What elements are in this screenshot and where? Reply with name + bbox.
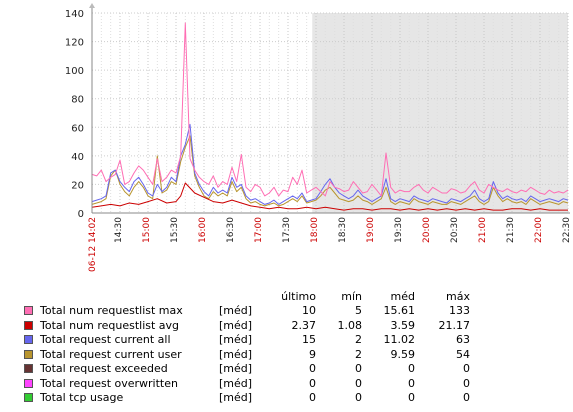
legend-value-max: 21.17	[438, 318, 471, 332]
legend-value-min: 5	[355, 304, 362, 317]
legend-header: último mín méd máx	[0, 290, 573, 304]
legend-func: [méd]	[219, 391, 253, 404]
legend-value-avg: 15.61	[383, 304, 416, 317]
legend-row: Total request overwritten [méd] 0 0 0 0	[0, 377, 573, 391]
x-tick-label: 17:00	[254, 217, 264, 243]
x-tick-label: 19:30	[394, 217, 404, 243]
legend-row: Total request exceeded [méd] 0 0 0 0	[0, 362, 573, 376]
x-tick-label: 18:30	[338, 217, 348, 243]
header-max: máx	[446, 290, 470, 303]
x-tick-labels: 06-12 14:02 14:30 15:00 15:30 16:00 16:30 17:0…	[88, 217, 572, 272]
legend-row: Total request current all [méd] 15 2 11.02 63	[0, 333, 573, 347]
x-tick-label: 21:30	[506, 217, 516, 243]
legend-value-avg: 0	[408, 362, 415, 375]
x-tick-label: 16:00	[198, 217, 208, 243]
legend-swatch	[24, 320, 33, 330]
header-min: mín	[341, 290, 362, 303]
header-avg: méd	[390, 290, 415, 303]
legend-func: [méd]	[219, 304, 253, 317]
series-line	[91, 135, 569, 207]
legend-series-name: Total tcp usage	[40, 391, 124, 404]
legend-func: [méd]	[219, 318, 253, 332]
legend-func: [méd]	[219, 362, 253, 375]
legend-value-last: 9	[309, 347, 316, 361]
y-tick-label: 80	[71, 95, 84, 106]
legend-swatch	[24, 378, 33, 388]
legend-value-min: 0	[355, 362, 362, 375]
legend-value-max: 0	[463, 376, 470, 390]
legend-swatch	[24, 306, 33, 315]
legend-func: [méd]	[219, 333, 253, 346]
legend-value-avg: 0	[408, 376, 415, 390]
legend-swatch	[24, 349, 33, 359]
legend-value-max: 63	[456, 333, 470, 346]
shaded-period	[312, 13, 568, 213]
x-tick-label: 21:00	[478, 217, 488, 243]
legend-series-name: Total request current all	[40, 333, 171, 346]
y-tick-label: 0	[78, 209, 84, 220]
legend-func: [méd]	[219, 347, 253, 361]
x-tick-label: 15:30	[170, 217, 180, 243]
legend-series-name: Total request overwritten	[40, 376, 178, 390]
header-last: último	[281, 290, 316, 303]
legend-value-max: 133	[449, 304, 470, 317]
legend-value-min: 0	[355, 391, 362, 404]
legend-swatch	[24, 393, 33, 402]
legend-value-avg: 3.59	[390, 318, 416, 332]
legend-value-max: 0	[463, 362, 470, 375]
legend-value-last: 15	[302, 333, 316, 346]
x-tick-label: 06-12 14:02	[88, 217, 98, 272]
y-axis-arrow	[89, 3, 95, 8]
x-tick-label: 22:00	[534, 217, 544, 243]
axes	[89, 3, 570, 214]
series-line	[91, 22, 569, 197]
x-tick-label: 20:00	[422, 217, 432, 243]
legend-row: Total num requestlist avg [méd] 2.37 1.08 3.…	[0, 319, 573, 333]
x-tick-label: 17:30	[282, 217, 292, 243]
y-tick-label: 40	[71, 152, 84, 163]
series-line	[91, 182, 568, 211]
legend-value-min: 0	[355, 376, 362, 390]
legend-value-last: 0	[309, 362, 316, 375]
y-tick-label: 60	[71, 123, 84, 134]
legend-value-min: 2	[355, 333, 362, 346]
legend-value-last: 10	[302, 304, 316, 317]
y-tick-label: 140	[65, 9, 84, 20]
x-tick-label: 22:30	[562, 217, 572, 243]
legend-series-name: Total num requestlist max	[40, 304, 183, 317]
legend-series-name: Total request current user	[40, 347, 182, 361]
legend-value-last: 2.37	[291, 318, 317, 332]
legend-value-min: 2	[355, 347, 362, 361]
legend-series-name: Total request exceeded	[40, 362, 168, 375]
legend-value-avg: 0	[408, 391, 415, 404]
legend-row: Total num requestlist max [méd] 10 5 15.61 13…	[0, 304, 573, 318]
x-tick-label: 14:30	[114, 217, 124, 243]
legend-series-name: Total num requestlist avg	[40, 318, 180, 332]
graph-chart: 0 20 40 60 80 100 120 140 06-12 14:02 14:30 15:00…	[65, 3, 572, 272]
legend-swatch	[24, 335, 33, 344]
legend-func: [méd]	[219, 376, 253, 390]
series-line	[91, 123, 569, 205]
legend-value-max: 54	[456, 347, 470, 361]
legend-row: Total tcp usage [méd] 0 0 0 0	[0, 391, 573, 405]
legend-value-min: 1.08	[337, 318, 363, 332]
x-tick-label: 19:00	[366, 217, 376, 243]
legend-value-last: 0	[309, 391, 316, 404]
legend-row: Total request current user [méd] 9 2 9.59 54	[0, 348, 573, 362]
grid	[92, 12, 569, 213]
x-tick-label: 15:00	[142, 217, 152, 243]
y-tick-label: 100	[65, 66, 84, 77]
plot-background	[92, 13, 568, 213]
legend-value-last: 0	[309, 376, 316, 390]
legend-value-max: 0	[463, 391, 470, 404]
legend-value-avg: 11.02	[383, 333, 416, 346]
legend-value-avg: 9.59	[390, 347, 416, 361]
x-tick-label: 20:30	[450, 217, 460, 243]
x-tick-label: 16:30	[226, 217, 236, 243]
y-tick-labels: 0 20 40 60 80 100 120 140	[65, 9, 84, 220]
x-tick-label: 18:00	[310, 217, 320, 243]
legend-swatch	[24, 364, 33, 373]
y-tick-label: 120	[65, 38, 84, 49]
y-tick-label: 20	[71, 180, 84, 191]
